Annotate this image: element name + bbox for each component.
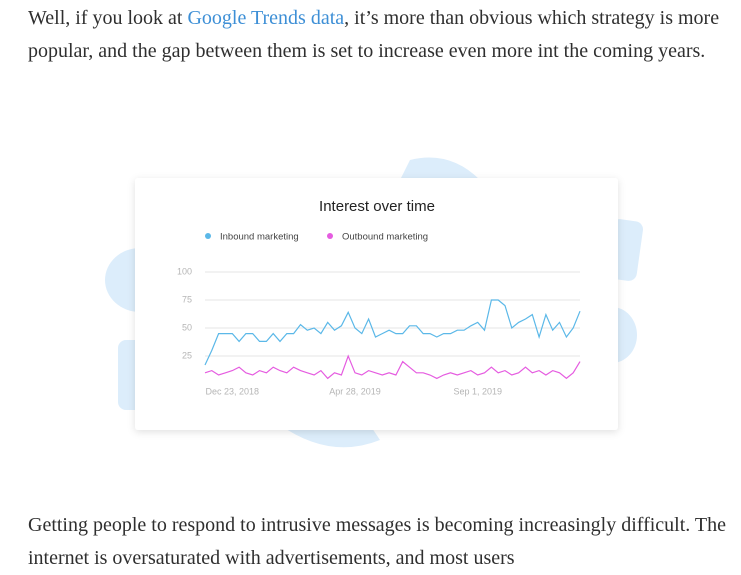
y-tick-label: 100 (177, 266, 192, 276)
x-tick-label: Dec 23, 2018 (205, 386, 259, 396)
legend-label: Inbound marketing (220, 232, 299, 243)
legend-marker (327, 233, 333, 239)
paragraph: Getting people to respond to intrusive m… (28, 514, 727, 569)
y-tick-label: 50 (182, 322, 192, 332)
series-line (204, 354, 581, 380)
card (135, 178, 618, 430)
x-tick-label: Apr 28, 2019 (329, 386, 381, 396)
y-tick-label: 75 (182, 294, 192, 304)
text: , it’s more than obvious which strategy … (28, 7, 720, 62)
y-tick-label: 25 (182, 350, 192, 360)
series-line (204, 299, 581, 366)
x-tick-label: Sep 1, 2019 (453, 386, 502, 396)
chart: Interest over time 25 50 75 100 Dec 23, 2018… (105, 157, 643, 448)
link[interactable]: Google Trends data (187, 7, 345, 29)
chart-title: Interest over time (319, 198, 435, 215)
chart-image: Interest over time 25 50 75 100 Dec 23, 2018… (0, 140, 741, 465)
legend-label: Outbound marketing (342, 232, 428, 243)
paragraph: Well, if you look at Google Trends data,… (28, 2, 733, 68)
text: Well, if you look at (28, 7, 188, 29)
legend-marker (205, 233, 211, 239)
